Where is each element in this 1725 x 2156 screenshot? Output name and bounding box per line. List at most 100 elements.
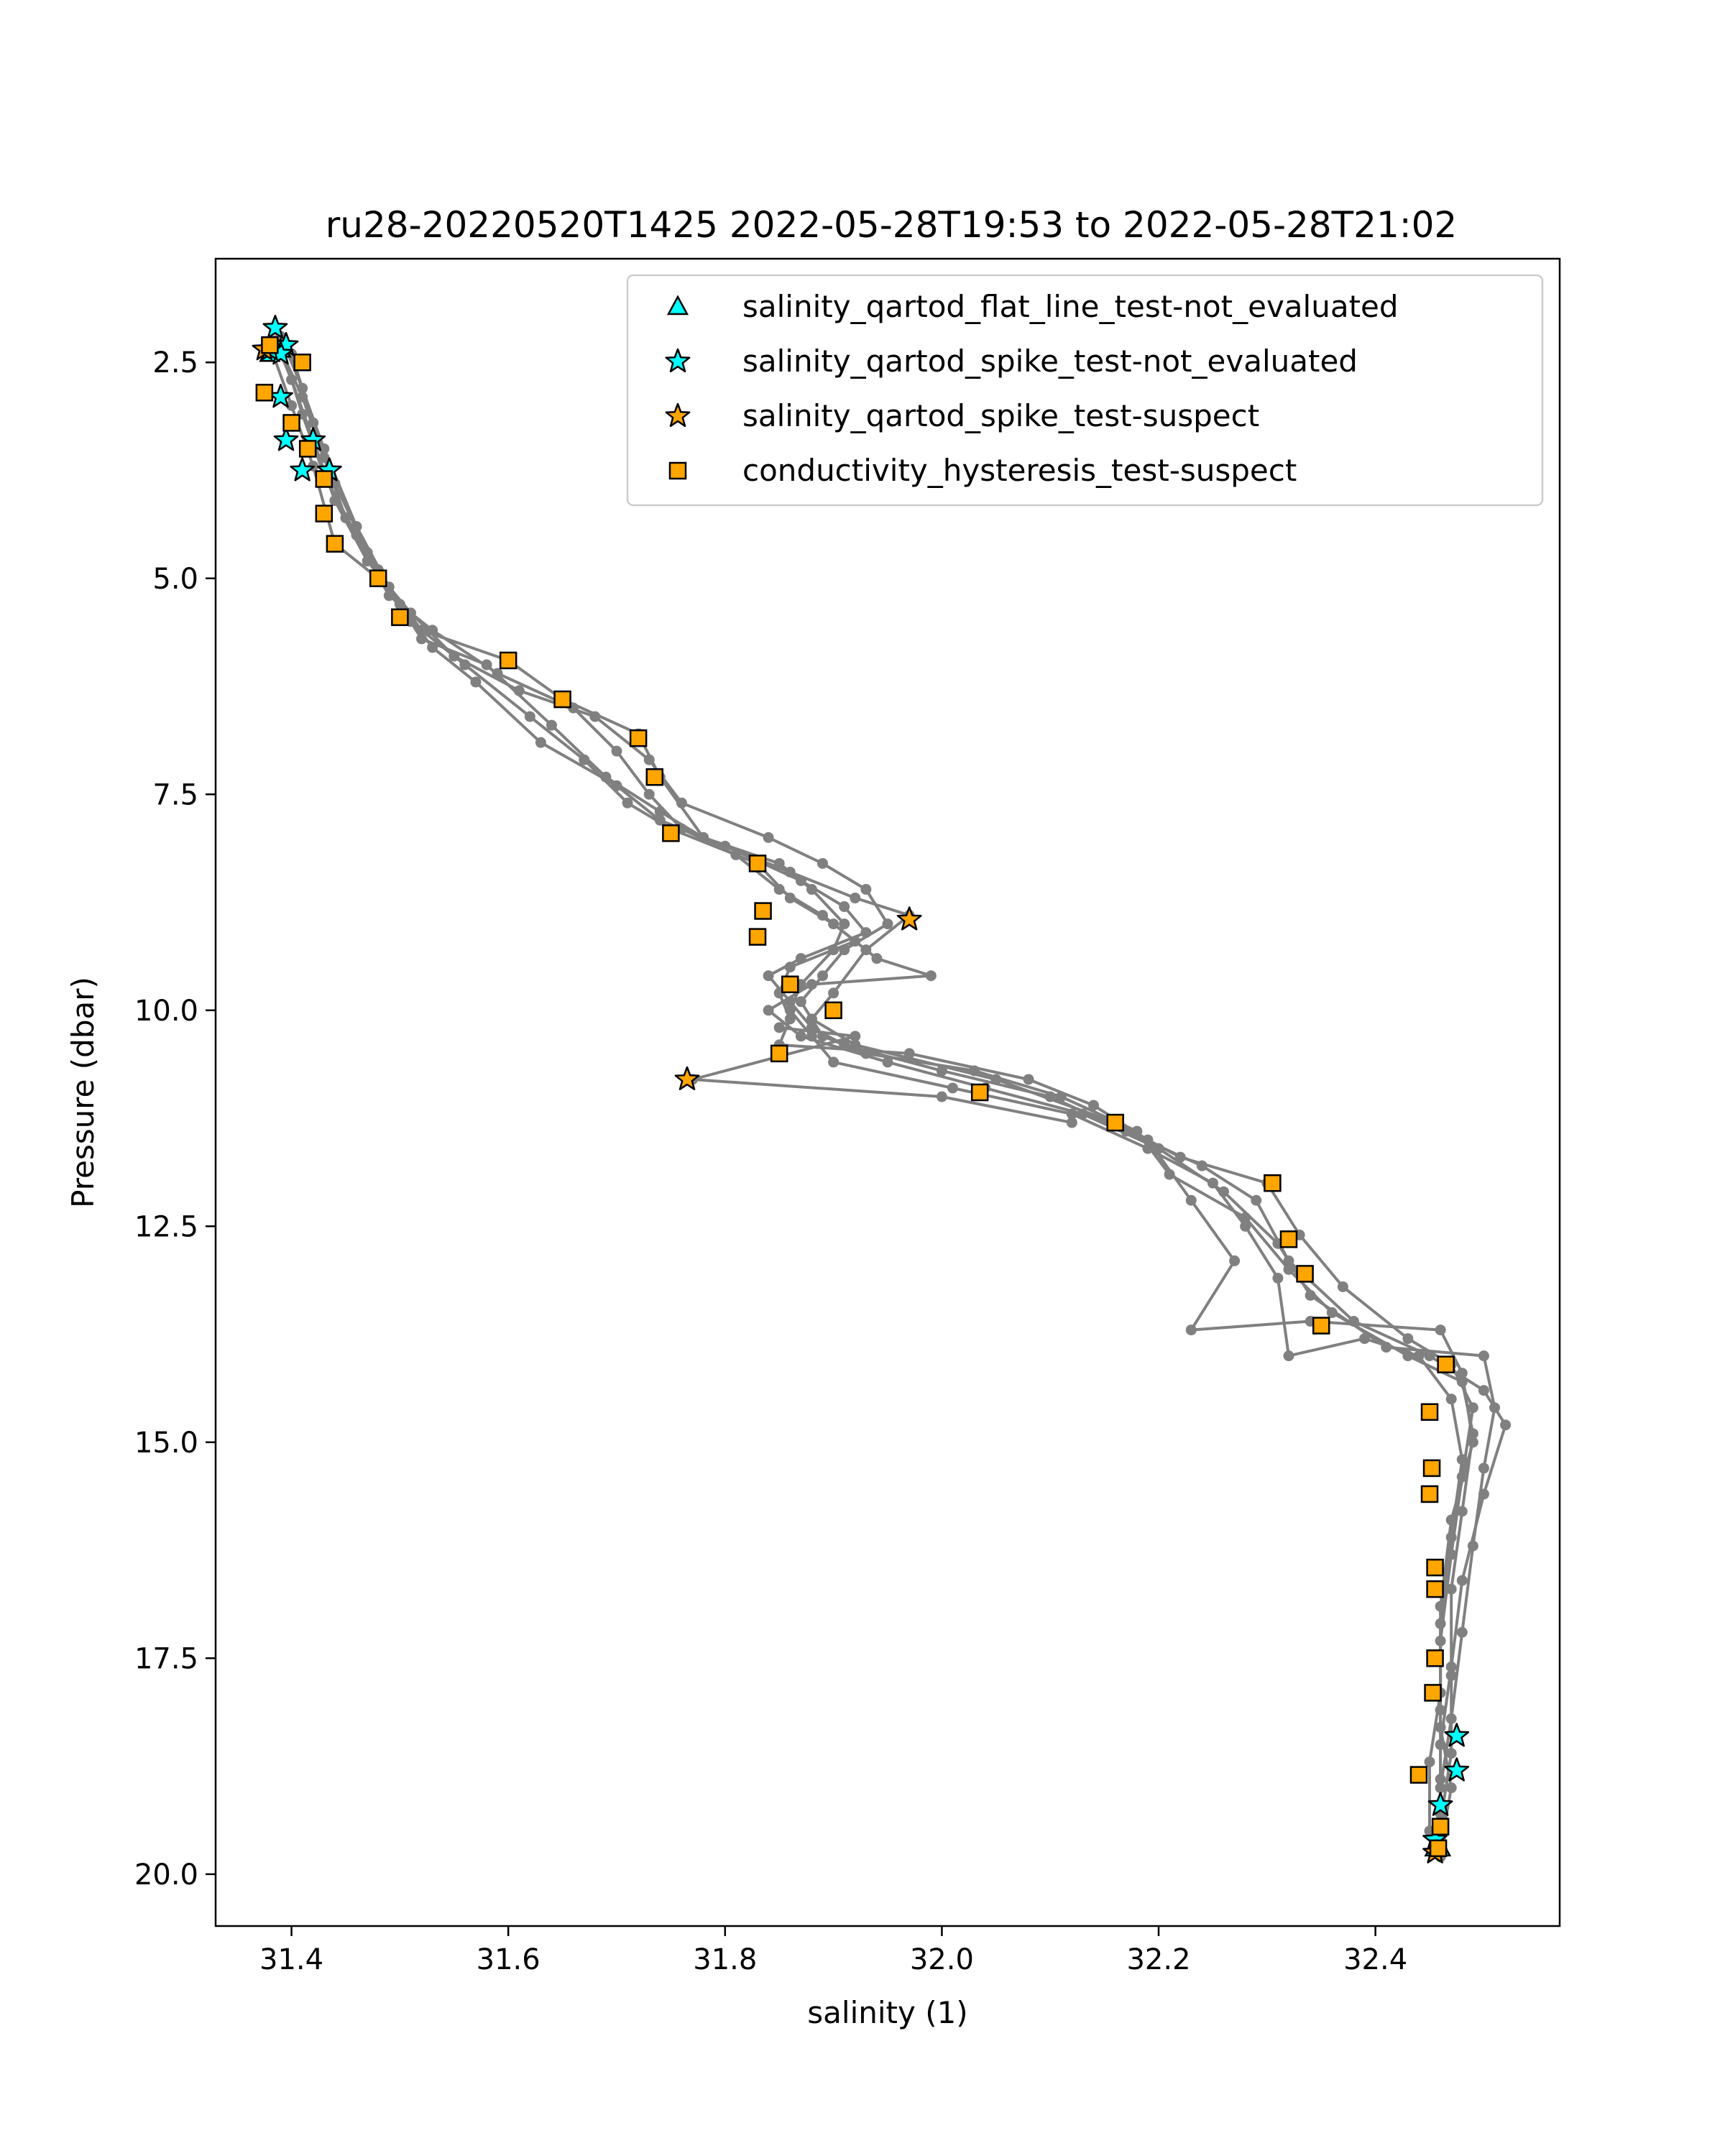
profile-point [1196, 1160, 1208, 1171]
profile-point [784, 1013, 796, 1025]
profile-point [1435, 1774, 1446, 1785]
hysteresis-suspect-marker [255, 384, 274, 402]
profile-point [817, 910, 829, 921]
hysteresis-suspect-marker [326, 535, 344, 553]
profile-point [1445, 1583, 1457, 1595]
profile-point [676, 797, 687, 808]
legend-marker-star-cyan [665, 348, 691, 373]
x-tick-label: 32.2 [1126, 1943, 1190, 1976]
profile-point [1283, 1350, 1294, 1362]
hysteresis-suspect-marker [1296, 1265, 1314, 1283]
profile-point [1142, 1143, 1154, 1154]
profile-point [784, 1005, 796, 1016]
hysteresis-suspect-marker [1429, 1839, 1448, 1858]
hysteresis-suspect-marker [662, 824, 680, 842]
y-tick-label: 7.5 [152, 778, 198, 811]
profile-point [860, 884, 872, 895]
profile-point [882, 1056, 893, 1068]
legend-label-spike-not-evaluated: salinity_qartod_spike_test-not_evaluated [742, 344, 1358, 379]
profile-point [1164, 1169, 1175, 1180]
profile-point [1478, 1462, 1489, 1474]
profile-point [535, 737, 546, 748]
x-axis-label: salinity (1) [807, 1995, 967, 2030]
profile-point [903, 1048, 915, 1059]
x-tick-label: 32.4 [1343, 1943, 1407, 1976]
profile-point [1055, 1091, 1067, 1102]
profile-point [1283, 1263, 1294, 1275]
hysteresis-suspect-marker [315, 470, 334, 488]
profile-point [1413, 1350, 1425, 1362]
x-tick-label: 31.4 [259, 1943, 323, 1976]
x-axis: 31.4 31.6 31.8 32.0 32.2 32.4 [259, 1926, 1407, 1976]
profile-point [817, 970, 829, 982]
profile-point [1435, 1618, 1446, 1629]
profile-point [1131, 1125, 1143, 1137]
y-tick-label: 15.0 [134, 1427, 198, 1460]
legend-marker-square-orange [668, 461, 687, 480]
legend: salinity_qartod_flat_line_test-not_evalu… [626, 274, 1544, 507]
hysteresis-suspect-marker [293, 353, 311, 372]
legend-label-flat-line-not-evaluated: salinity_qartod_flat_line_test-not_evalu… [742, 289, 1399, 324]
profile-point [1456, 1376, 1468, 1388]
hysteresis-suspect-marker [1426, 1649, 1444, 1667]
profile-point [850, 893, 861, 904]
profile-point [1251, 1194, 1262, 1206]
profile-point [730, 849, 742, 860]
profile-line-3 [290, 353, 1507, 1814]
profile-point [1088, 1100, 1100, 1111]
profile-point [1478, 1488, 1489, 1500]
y-tick-label: 5.0 [152, 563, 198, 596]
profile-point [481, 659, 492, 671]
profile-point [763, 831, 774, 843]
y-tick-label: 10.0 [134, 995, 198, 1028]
profile-point [589, 711, 601, 722]
hysteresis-suspect-marker [629, 729, 648, 747]
hysteresis-suspect-marker [748, 928, 767, 946]
profile-point [1456, 1506, 1468, 1517]
profile-point [969, 1065, 980, 1077]
profile-point [1456, 1626, 1468, 1638]
hysteresis-suspect-marker [553, 690, 571, 709]
profile-point [416, 633, 428, 645]
axes-frame [214, 257, 1561, 1927]
profile-point [1478, 1385, 1489, 1396]
profile-point [773, 857, 785, 869]
profile-point [351, 530, 362, 541]
profile-point [828, 987, 840, 999]
profile-point [839, 944, 850, 956]
profile-point [1337, 1281, 1348, 1292]
hysteresis-suspect-marker [1312, 1317, 1330, 1335]
hysteresis-suspect-marker [391, 608, 409, 627]
hysteresis-suspect-marker [369, 569, 387, 588]
spike-not-evaluated-marker [273, 427, 299, 451]
hysteresis-suspect-marker [770, 1044, 788, 1063]
profile-point [828, 1056, 840, 1068]
profile-point [600, 771, 612, 783]
hysteresis-suspect-marker [1106, 1113, 1124, 1132]
profile-point [806, 1031, 817, 1042]
hysteresis-suspect-marker [1431, 1818, 1450, 1836]
profile-point [1456, 1454, 1468, 1465]
hysteresis-suspect-marker [1409, 1766, 1428, 1784]
profile-point [1283, 1255, 1294, 1266]
profile-point [850, 1031, 861, 1042]
profile-point [1229, 1255, 1241, 1266]
profile-point [1023, 1074, 1034, 1085]
profile-point [839, 918, 850, 930]
profile-point [860, 1048, 872, 1059]
legend-label-spike-suspect: salinity_qartod_spike_test-suspect [742, 398, 1259, 433]
spike-not-evaluated-marker [290, 457, 316, 482]
spike-not-evaluated-marker [262, 314, 288, 339]
profile-point [1359, 1333, 1371, 1345]
profile-point [936, 1065, 947, 1077]
y-tick-label: 2.5 [152, 346, 198, 379]
profile-point [611, 745, 622, 757]
hysteresis-suspect-marker [1426, 1580, 1444, 1598]
profile-point [1272, 1272, 1284, 1284]
profile-point [1445, 1393, 1457, 1405]
hysteresis-suspect-marker [1420, 1485, 1439, 1503]
profile-point [1478, 1350, 1489, 1362]
profile-point [1402, 1333, 1414, 1345]
